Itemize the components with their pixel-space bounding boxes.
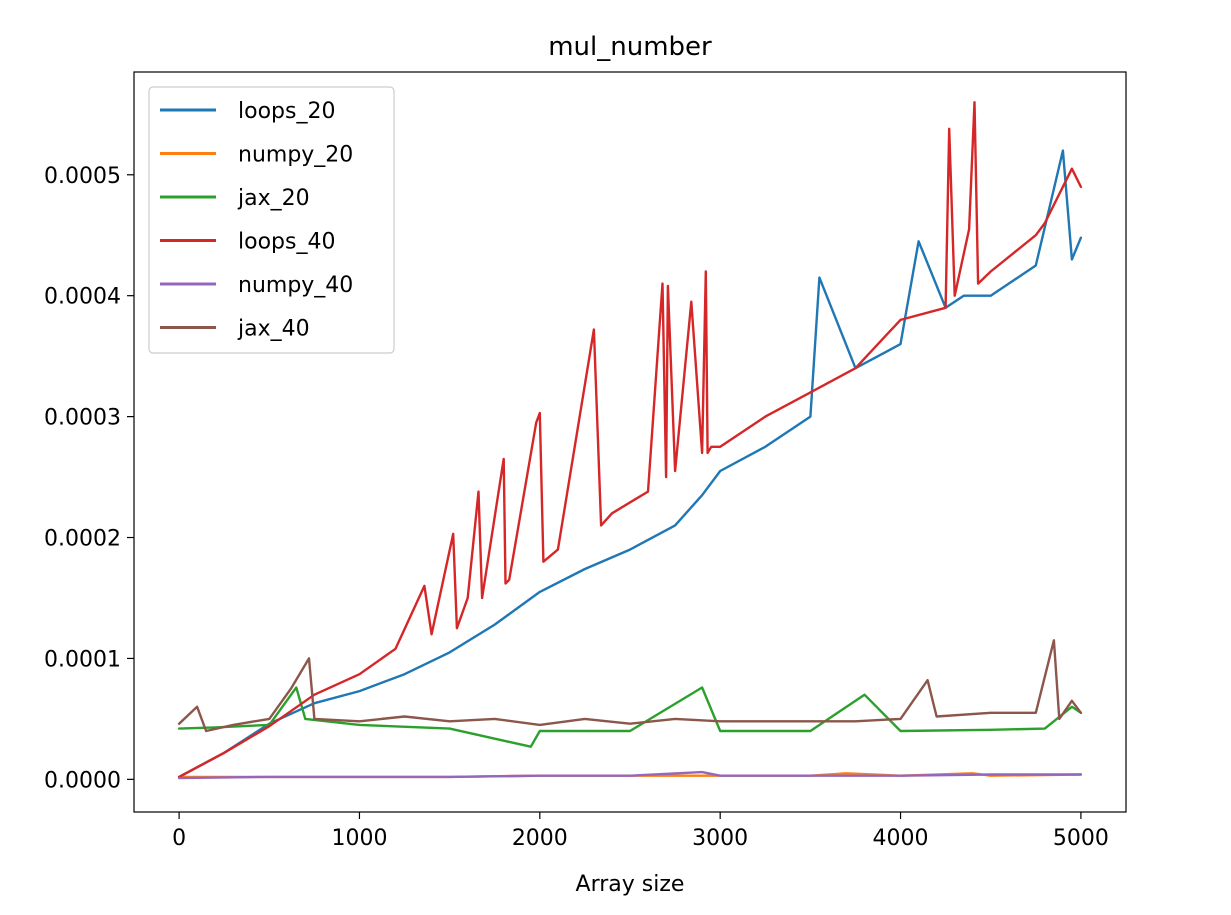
legend-label: numpy_40: [238, 273, 353, 298]
x-tick-label: 4000: [873, 826, 929, 851]
y-tick-label: 0.0004: [44, 285, 121, 310]
legend-frame: [148, 86, 395, 354]
y-tick-label: 0.0003: [44, 406, 121, 431]
legend-label: numpy_20: [238, 143, 353, 168]
legend-label: loops_20: [238, 99, 335, 124]
y-tick-label: 0.0000: [44, 768, 121, 793]
y-tick-label: 0.0005: [44, 164, 121, 189]
series-line-jax-40: [177, 639, 1083, 733]
legend-items: loops_20 numpy_20 jax_20 loops_40 numpy_40ja…: [160, 99, 353, 342]
series-line-loops-40: [177, 100, 1083, 779]
y-tick-label: 0.0001: [44, 647, 121, 672]
x-axis-label: Array size: [576, 872, 685, 897]
y-tick-label: 0.0002: [44, 527, 121, 552]
legend-label: loops_40: [238, 230, 335, 255]
plot-area: 0 1000 2000 3000 4000 5000 0.0000 0.0001 0.0002…: [44, 71, 1127, 851]
series-line-jax-20: [177, 686, 1083, 748]
series-line-loops-20: [177, 149, 1083, 779]
series-line-numpy-40: [177, 770, 1083, 780]
x-tick-label: 3000: [692, 826, 748, 851]
legend-label: jax_40: [237, 317, 310, 342]
legend: loops_20 numpy_20 jax_20 loops_40 numpy_40ja…: [148, 86, 395, 354]
chart-title: mul_number: [548, 32, 712, 62]
plot-frame: [133, 71, 1127, 813]
x-tick-label: 0: [172, 826, 186, 851]
x-axis-ticks: 0 1000 2000 3000 4000 5000: [172, 812, 1109, 851]
x-tick-label: 5000: [1053, 826, 1109, 851]
y-axis-ticks: 0.0000 0.0001 0.0002 0.0003 0.0004 0.0005: [44, 164, 134, 793]
legend-label: jax_20: [237, 186, 310, 211]
x-tick-label: 2000: [512, 826, 568, 851]
series-layer: [177, 100, 1083, 780]
x-tick-label: 1000: [331, 826, 387, 851]
